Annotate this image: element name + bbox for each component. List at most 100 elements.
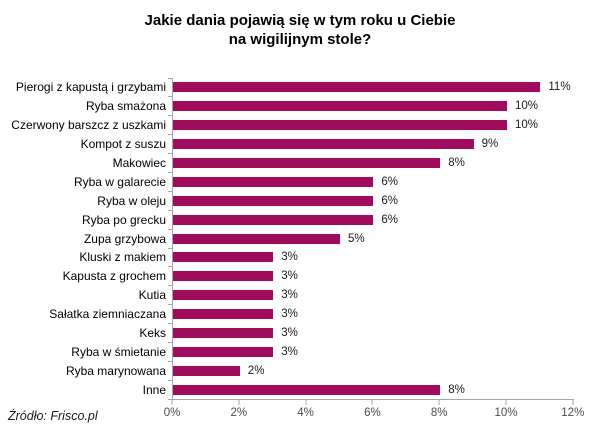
category-label: Kluski z makiem — [79, 250, 166, 265]
x-axis-tick — [505, 400, 507, 406]
chart-title-line1: Jakie dania pojawią się w tym roku u Cie… — [144, 12, 456, 29]
category-label: Ryba smażona — [85, 99, 166, 114]
category-label: Ryba marynowana — [65, 363, 166, 378]
value-label: 11% — [548, 81, 571, 94]
bar-row: Ryba po grecku 6% — [0, 210, 600, 230]
bar — [173, 158, 441, 168]
bar-track: 6% — [168, 191, 600, 211]
bar — [173, 271, 274, 282]
bar — [173, 176, 374, 187]
bar-track: 8% — [168, 153, 600, 173]
value-label: 3% — [281, 308, 298, 321]
bar-track: 10% — [168, 115, 600, 136]
value-label: 3% — [281, 327, 298, 340]
value-label: 5% — [348, 232, 365, 245]
value-label: 8% — [448, 157, 465, 169]
x-axis: 0% 2% 4% 6% 8% 10% 12% — [164, 399, 584, 426]
bar — [173, 195, 374, 206]
x-axis-tick-label: 8% — [430, 407, 448, 420]
value-label: 3% — [281, 289, 298, 302]
bar-track: 3% — [168, 304, 600, 324]
bar — [173, 233, 340, 244]
bar — [173, 290, 274, 301]
bar-track: 10% — [168, 96, 600, 117]
value-label: 8% — [448, 383, 465, 396]
bar-track: 6% — [168, 172, 600, 192]
value-label: 6% — [381, 175, 399, 188]
x-axis-tick-label: 12% — [561, 407, 585, 420]
bar-row: Czerwony barszcz z uszkami 10% — [0, 115, 600, 136]
category-label: Czerwony barszcz z uszkami — [11, 118, 166, 133]
bar-row: Kompot z suszu 9% — [0, 134, 600, 154]
bar-chart: Pierogi z kapustą i grzybami 11% Ryba smaż… — [0, 77, 600, 426]
bar — [173, 252, 274, 263]
category-label: Ryba w galarecie — [73, 174, 166, 189]
chart-title-line2: na wigilijnym stole? — [228, 31, 372, 48]
category-label: Ryba po grecku — [81, 212, 166, 227]
value-label: 6% — [381, 194, 399, 207]
x-axis-tick-label: 6% — [364, 407, 381, 420]
bar-row: Ryba w oleju 6% — [0, 191, 600, 211]
bar-row: Ryba w śmietanie 3% — [0, 342, 600, 362]
bar-rows: Pierogi z kapustą i grzybami 11% Ryba smaż… — [0, 77, 600, 400]
bar-row: Zupa grzybowa 5% — [0, 229, 600, 249]
bar-track: 3% — [168, 248, 600, 268]
category-label: Keks — [139, 326, 166, 341]
bar-row: Kluski z makiem 3% — [0, 248, 600, 268]
value-label: 3% — [281, 270, 298, 283]
bar-row: Kapusta z grochem 3% — [0, 266, 600, 287]
bar-track: 3% — [168, 266, 600, 287]
bar — [173, 384, 441, 395]
category-label: Makowiec — [112, 156, 166, 170]
bar-track: 11% — [168, 77, 600, 98]
category-label: Kompot z suszu — [80, 137, 166, 152]
bar-row: Ryba w galarecie 6% — [0, 172, 600, 192]
bar-row: Pierogi z kapustą i grzybami 11% — [0, 77, 600, 98]
bar-row: Kutia 3% — [0, 285, 600, 306]
bar-row: Ryba smażona 10% — [0, 96, 600, 117]
chart-title: Jakie dania pojawią się w tym roku u Cie… — [0, 11, 600, 49]
bar-track: 6% — [168, 210, 600, 230]
category-label: Kutia — [138, 288, 166, 303]
bar — [173, 309, 274, 320]
bar — [173, 82, 541, 93]
x-axis-tick — [371, 400, 373, 406]
category-label: Zupa grzybowa — [83, 231, 166, 246]
bar-track: 2% — [168, 361, 600, 381]
bar — [173, 365, 240, 376]
x-axis-tick-label: 4% — [297, 407, 314, 420]
value-label: 3% — [281, 251, 298, 264]
category-label: Inne — [142, 382, 166, 397]
bar-row: Ryba marynowana 2% — [0, 361, 600, 381]
bar-row: Sałatka ziemniaczana 3% — [0, 304, 600, 324]
value-label: 3% — [281, 345, 298, 358]
bar-row: Keks 3% — [0, 323, 600, 343]
x-axis-tick-label: 10% — [494, 407, 518, 420]
x-axis-tick — [572, 400, 574, 406]
value-label: 10% — [515, 119, 539, 132]
bar — [173, 120, 507, 131]
bar-row: Makowiec 8% — [0, 153, 600, 173]
x-axis-tick — [238, 400, 240, 406]
source-caption: Źródło: Frisco.pl — [8, 409, 98, 423]
value-label: 9% — [481, 138, 499, 151]
x-axis-tick — [171, 400, 173, 406]
bar — [173, 139, 474, 150]
bar-track: 5% — [168, 229, 600, 249]
category-label: Ryba w oleju — [97, 193, 166, 208]
bar — [173, 328, 274, 339]
bar-track: 3% — [168, 342, 600, 362]
value-label: 10% — [515, 100, 539, 113]
bar-row: Inne 8% — [0, 380, 600, 400]
bar — [173, 346, 274, 357]
value-label: 2% — [247, 364, 265, 377]
bar — [173, 214, 374, 225]
bar — [173, 101, 507, 112]
category-label: Kapusta z grochem — [62, 269, 166, 284]
x-axis-tick — [305, 400, 307, 406]
x-axis-tick — [438, 400, 440, 406]
category-label: Sałatka ziemniaczana — [49, 307, 166, 322]
category-label: Pierogi z kapustą i grzybami — [15, 80, 166, 95]
value-label: 6% — [381, 213, 399, 226]
